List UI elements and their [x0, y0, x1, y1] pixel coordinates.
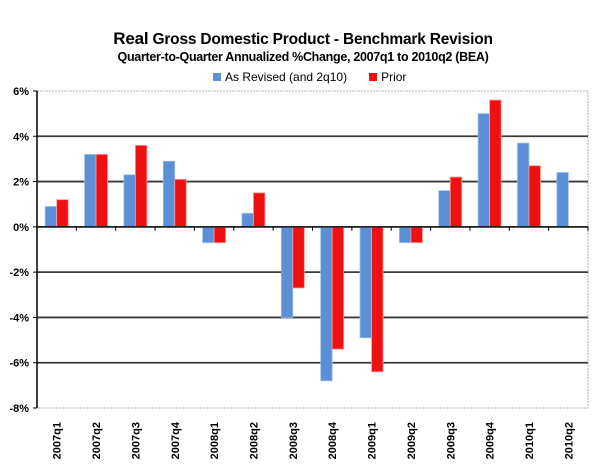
- chart-subtitle: Quarter-to-Quarter Annualized %Change, 2…: [117, 50, 489, 64]
- bar-as-revised-2009q2: [398, 226, 412, 244]
- bar-as-revised-2009q4: [477, 113, 491, 228]
- legend-item-prior: Prior: [369, 70, 406, 84]
- y-tick-label: 6%: [13, 86, 29, 98]
- bar-as-revised-2009q1: [359, 226, 372, 339]
- bar-prior-2009q1: [371, 226, 384, 373]
- bar-prior-2009q4: [489, 99, 502, 228]
- y-tick-label: -2%: [9, 267, 29, 279]
- bar-prior-2009q3: [449, 176, 463, 228]
- legend-label-prior: Prior: [381, 70, 407, 84]
- y-tick-label: 2%: [13, 177, 29, 189]
- x-tick-label: 2007q4: [170, 421, 182, 459]
- bar-prior-2008q4: [331, 226, 345, 350]
- x-tick-label: 2009q1: [367, 422, 379, 459]
- chart-title-rest: Gross Domestic Product - Benchmark Revis…: [148, 31, 493, 48]
- bar-prior-2007q1: [56, 199, 69, 228]
- bar-prior-2007q2: [95, 153, 108, 228]
- legend-swatch-prior: [369, 73, 378, 81]
- legend-item-as-revised: As Revised (and 2q10): [213, 70, 347, 84]
- y-tick-label: -8%: [9, 403, 29, 415]
- plot-frame: [36, 90, 589, 409]
- chart-title: Real Gross Domestic Product - Benchmark …: [0, 29, 606, 49]
- x-tick-label: 2009q4: [485, 421, 497, 459]
- x-tick-label: 2009q3: [445, 422, 457, 459]
- legend-label-as-revised: As Revised (and 2q10): [225, 70, 348, 84]
- bar-as-revised-2010q2: [556, 172, 569, 228]
- bar-as-revised-2008q1: [202, 226, 215, 244]
- bar-prior-2010q1: [528, 165, 541, 228]
- bar-as-revised-2009q3: [438, 190, 451, 228]
- legend-swatch-as-revised: [213, 73, 221, 81]
- x-tick-label: 2008q2: [248, 422, 260, 459]
- y-tick-label: -6%: [9, 358, 29, 370]
- y-tick-label: -4%: [9, 312, 29, 324]
- y-tick-label: 4%: [13, 131, 29, 143]
- bar-prior-2007q4: [174, 178, 187, 228]
- x-tick-label: 2009q2: [406, 422, 418, 459]
- bar-prior-2007q3: [134, 144, 148, 228]
- x-tick-label: 2010q2: [563, 422, 575, 459]
- bar-as-revised-2007q4: [162, 160, 176, 228]
- chart-title-lead: Real: [113, 29, 149, 48]
- x-tick-label: 2007q2: [91, 422, 103, 459]
- x-tick-label: 2007q1: [52, 422, 64, 459]
- bar-as-revised-2010q1: [517, 142, 530, 228]
- x-tick-label: 2010q1: [524, 422, 536, 459]
- bar-as-revised-2007q1: [44, 206, 58, 228]
- bar-prior-2008q1: [213, 226, 227, 244]
- legend: As Revised (and 2q10) Prior: [213, 70, 428, 84]
- bar-prior-2008q3: [292, 226, 305, 289]
- bar-as-revised-2008q3: [280, 226, 294, 318]
- x-tick-label: 2008q3: [288, 422, 300, 459]
- x-tick-label: 2007q3: [130, 422, 142, 459]
- x-tick-label: 2008q1: [209, 422, 221, 459]
- x-tick-label: 2008q4: [327, 421, 339, 459]
- bar-as-revised-2007q2: [84, 153, 97, 228]
- bar-as-revised-2008q2: [241, 212, 254, 228]
- bar-prior-2008q2: [253, 192, 266, 228]
- bar-prior-2009q2: [410, 226, 423, 244]
- bar-as-revised-2007q3: [123, 174, 136, 228]
- bar-as-revised-2008q4: [320, 226, 333, 382]
- y-tick-label: 0%: [13, 222, 29, 234]
